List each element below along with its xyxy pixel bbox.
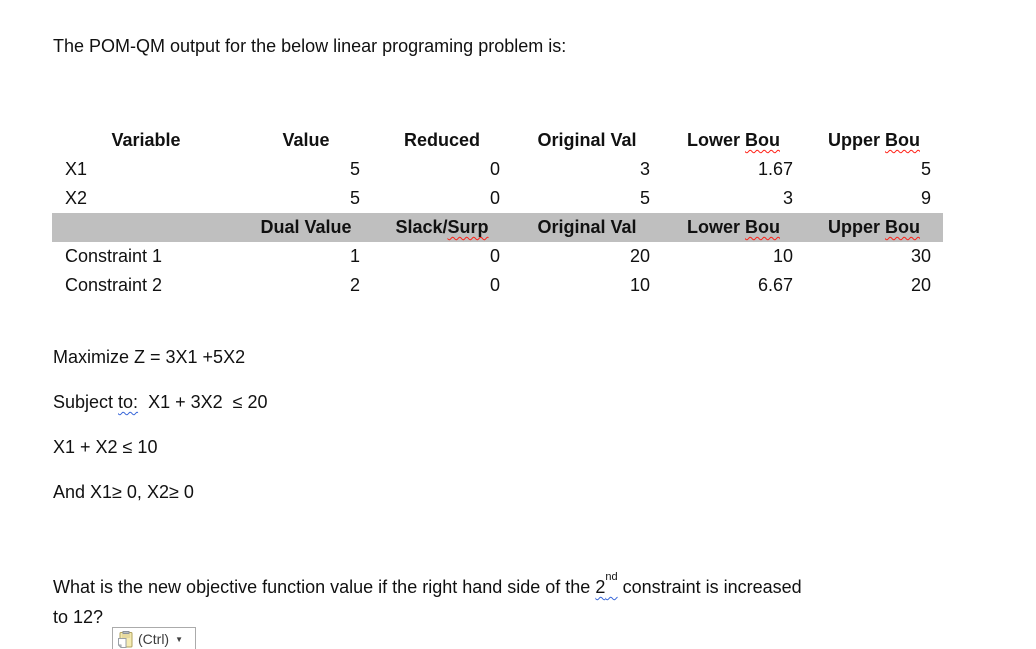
grammar-flagged-word: to: bbox=[118, 392, 139, 412]
clipboard-icon bbox=[117, 630, 134, 649]
cell-reduced: 0 bbox=[489, 188, 500, 208]
cell-original-val: 20 bbox=[629, 246, 650, 266]
subject-to-line: Subject to: X1 + 3X2 ≤ 20 bbox=[53, 392, 268, 412]
cell-lower-bound: 3 bbox=[782, 188, 793, 208]
header-dual-value: Dual Value bbox=[260, 217, 352, 237]
cell-slack-surplus: 0 bbox=[489, 275, 500, 295]
header-lower-bound: Lower Bou bbox=[686, 130, 780, 150]
table-row-constraint-2: Constraint 2 2 0 10 6.67 20 bbox=[52, 271, 943, 300]
cell-dual-value: 2 bbox=[349, 275, 360, 295]
misspelled-word: Bou bbox=[745, 130, 780, 150]
cell-dual-value: 1 bbox=[349, 246, 360, 266]
cell-variable-name: X2 bbox=[65, 188, 88, 208]
header-reduced: Reduced bbox=[403, 130, 481, 150]
chevron-down-icon: ▼ bbox=[175, 634, 184, 644]
misspelled-word: Bou bbox=[745, 217, 780, 237]
paste-button-label: (Ctrl) bbox=[138, 631, 170, 647]
cell-value: 5 bbox=[349, 159, 360, 179]
header-value: Value bbox=[282, 130, 330, 150]
header-original-val: Original Val bbox=[537, 130, 637, 150]
cell-lower-bound: 6.67 bbox=[757, 275, 793, 295]
header-lower-bound: Lower Bou bbox=[686, 217, 780, 237]
nonnegativity-line: And X1≥ 0, X2≥ 0 bbox=[53, 482, 194, 502]
cell-constraint-name: Constraint 2 bbox=[65, 275, 163, 295]
table-row-x1: X1 5 0 3 1.67 5 bbox=[52, 155, 943, 184]
header-upper-bound: Upper Bou bbox=[827, 130, 920, 150]
cell-value: 5 bbox=[349, 188, 360, 208]
grammar-flagged-ordinal: 2nd bbox=[595, 571, 618, 597]
cell-slack-surplus: 0 bbox=[489, 246, 500, 266]
header-slack-surplus: Slack/Surp bbox=[395, 217, 489, 237]
objective-function-line: Maximize Z = 3X1 +5X2 bbox=[53, 347, 246, 367]
question-line-2: to 12? bbox=[53, 607, 104, 627]
cell-lower-bound: 10 bbox=[772, 246, 793, 266]
cell-variable-name: X1 bbox=[65, 159, 88, 179]
question-line-1: What is the new objective function value… bbox=[53, 571, 802, 597]
cell-upper-bound: 5 bbox=[920, 159, 931, 179]
misspelled-word: Surp bbox=[447, 217, 489, 237]
cell-original-val: 5 bbox=[639, 188, 650, 208]
cell-original-val: 10 bbox=[629, 275, 650, 295]
cell-lower-bound: 1.67 bbox=[757, 159, 793, 179]
misspelled-word: Bou bbox=[885, 130, 920, 150]
pomqm-output-table: Variable Value Reduced Original Val Lowe… bbox=[52, 126, 943, 300]
cell-upper-bound: 9 bbox=[920, 188, 931, 208]
cell-upper-bound: 30 bbox=[910, 246, 931, 266]
paste-options-button[interactable]: (Ctrl) ▼ bbox=[112, 627, 196, 649]
constraints-header-row: Dual Value Slack/Surp Original Val Lower… bbox=[52, 213, 943, 242]
misspelled-word: Bou bbox=[885, 217, 920, 237]
table-row-constraint-1: Constraint 1 1 0 20 10 30 bbox=[52, 242, 943, 271]
intro-text: The POM-QM output for the below linear p… bbox=[53, 36, 567, 56]
constraint-2-line: X1 + X2 ≤ 10 bbox=[53, 437, 158, 457]
ordinal-superscript: nd bbox=[605, 571, 618, 583]
cell-upper-bound: 20 bbox=[910, 275, 931, 295]
header-upper-bound: Upper Bou bbox=[827, 217, 920, 237]
cell-reduced: 0 bbox=[489, 159, 500, 179]
variables-header-row: Variable Value Reduced Original Val Lowe… bbox=[52, 126, 943, 155]
header-variable: Variable bbox=[111, 130, 181, 150]
cell-constraint-name: Constraint 1 bbox=[65, 246, 163, 266]
cell-original-val: 3 bbox=[639, 159, 650, 179]
header-original-val: Original Val bbox=[537, 217, 637, 237]
question-text: What is the new objective function value… bbox=[53, 568, 802, 632]
table-row-x2: X2 5 0 5 3 9 bbox=[52, 184, 943, 213]
